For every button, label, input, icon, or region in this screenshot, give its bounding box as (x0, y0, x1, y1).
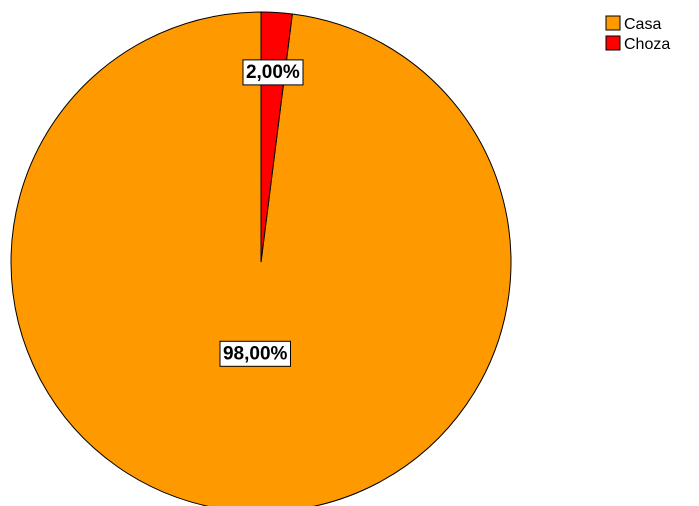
legend-swatch (605, 35, 621, 51)
pie-slice-labels: 98,00% 2,00% (219, 59, 304, 367)
legend-item-casa: Casa (605, 15, 661, 33)
pie-slice-label-choza: 2,00% (242, 59, 304, 86)
pie-slice-label-text: 98,00% (223, 343, 288, 364)
legend-item-choza: Choza (605, 35, 670, 53)
pie-slice-label-box (242, 59, 304, 86)
legend-swatch (605, 15, 621, 31)
legend: Casa Choza (605, 15, 670, 53)
legend-label: Casa (624, 16, 661, 33)
pie-slice-label-box (219, 340, 291, 367)
pie-slice-label-casa: 98,00% (219, 340, 291, 367)
pie-slices (10, 11, 512, 506)
legend-label: Choza (624, 36, 670, 53)
pie-slice-label-text: 2,00% (246, 62, 300, 83)
